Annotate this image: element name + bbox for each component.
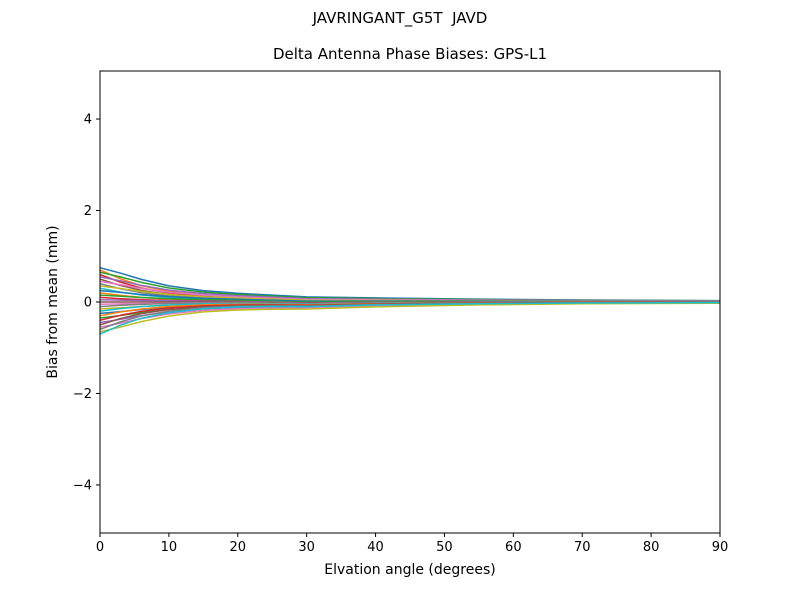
series-lines xyxy=(100,266,720,335)
axes-title: Delta Antenna Phase Biases: GPS-L1 xyxy=(272,45,548,63)
y-tick-label: 4 xyxy=(84,113,92,128)
y-tick-label: −2 xyxy=(73,387,92,402)
axis-ticks: 0 10 20 30 40 50 60 70 80 90 −4 −2 0 2 4 xyxy=(73,113,728,555)
x-tick-label: 50 xyxy=(436,540,453,555)
x-tick-label: 60 xyxy=(505,540,522,555)
x-tick-label: 80 xyxy=(643,540,660,555)
figure-suptitle: JAVRINGANT_G5T JAVD xyxy=(312,9,488,27)
trace-29 xyxy=(100,302,720,333)
trace-30 xyxy=(100,301,720,335)
y-tick-label: −4 xyxy=(73,478,92,493)
y-tick-label: 0 xyxy=(84,296,92,311)
x-tick-label: 0 xyxy=(96,540,104,555)
x-tick-label: 70 xyxy=(574,540,591,555)
x-tick-label: 10 xyxy=(161,540,178,555)
x-axis-label: Elvation angle (degrees) xyxy=(324,562,496,578)
x-tick-label: 90 xyxy=(712,540,729,555)
x-tick-label: 40 xyxy=(367,540,384,555)
x-tick-label: 30 xyxy=(298,540,315,555)
x-tick-label: 20 xyxy=(230,540,247,555)
y-axis-label: Bias from mean (mm) xyxy=(45,225,61,379)
y-tick-label: 2 xyxy=(84,204,92,219)
